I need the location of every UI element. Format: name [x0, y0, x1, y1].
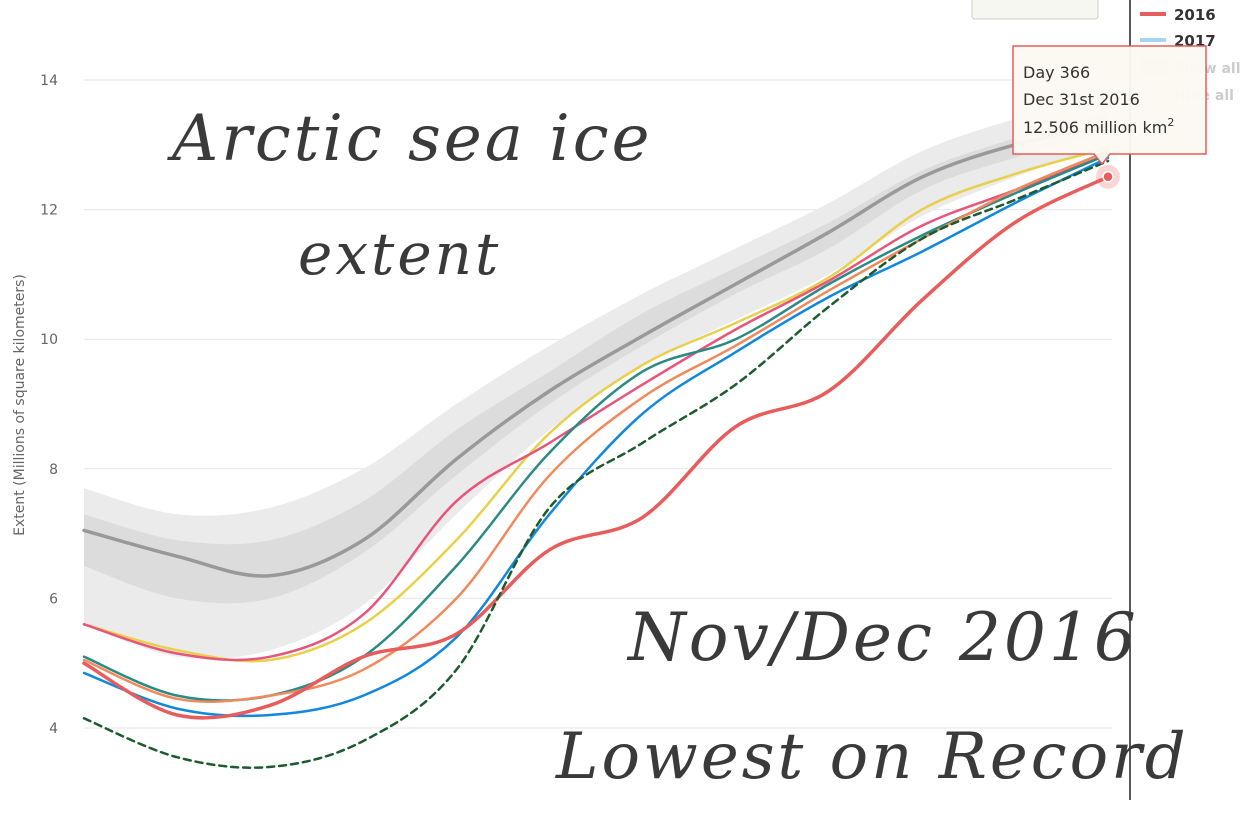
y-tick-label: 10	[40, 332, 58, 348]
series-lines	[82, 123, 1110, 769]
y-tick-label: 6	[49, 591, 58, 607]
series-line-2010[interactable]	[82, 153, 1110, 662]
annotation-caption-line2: Lowest on Record	[555, 720, 1189, 794]
legend-item-2016[interactable]: 2016	[1174, 6, 1216, 24]
tooltip-day: Day 366	[1023, 63, 1090, 82]
tooltip-box	[1012, 45, 1207, 166]
band-interquartile-range	[84, 112, 1108, 604]
tooltip-value: 12.506 million km2	[1023, 116, 1174, 137]
variability-bands	[84, 93, 1108, 659]
y-axis-label: Extent (Millions of square kilometers)	[12, 274, 28, 536]
annotation-caption-line1: Nov/Dec 2016	[626, 599, 1139, 676]
series-line-2012-record[interactable]	[82, 159, 1110, 769]
tooltip: Day 366 Dec 31st 2016 12.506 million km2	[1012, 45, 1207, 166]
highlight-point[interactable]	[1102, 171, 1114, 183]
y-tick-label: 4	[49, 721, 58, 737]
control-box[interactable]	[971, 0, 1099, 20]
series-line-2012[interactable]	[82, 146, 1110, 663]
series-line-2007[interactable]	[82, 156, 1110, 718]
y-tick-label: 8	[49, 462, 58, 478]
annotation-title-line1: Arctic sea ice	[167, 102, 652, 176]
series-line-2016[interactable]	[82, 175, 1110, 720]
series-line-1981-2010-average[interactable]	[82, 123, 1110, 578]
tooltip-date: Dec 31st 2016	[1023, 90, 1140, 109]
tooltip-value-superscript: 2	[1167, 116, 1174, 129]
tooltip-value-text: 12.506 million km	[1023, 118, 1167, 137]
annotation-title-line2: extent	[298, 220, 501, 288]
y-axis-ticks: 4 6 8 10 12 14	[40, 73, 58, 737]
y-tick-label: 12	[40, 203, 58, 219]
y-tick-label: 14	[40, 73, 58, 89]
